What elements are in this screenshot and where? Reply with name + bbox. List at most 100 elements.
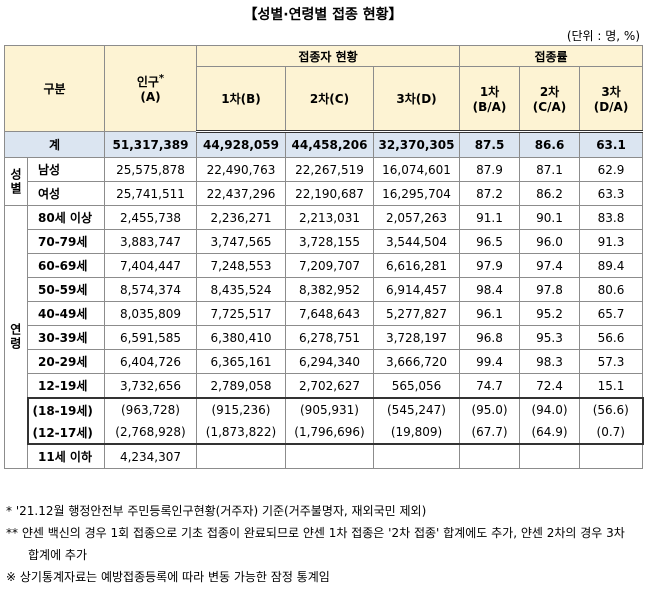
empty-cell xyxy=(459,443,521,469)
row-label: 여성 xyxy=(27,181,105,206)
header-row: 구분 인구* (A) 접종자 현황 접종률 xyxy=(4,45,644,132)
data-cell: 86.6 xyxy=(519,131,581,158)
data-cell: 62.9 xyxy=(579,157,644,182)
data-cell: 44,458,206 xyxy=(285,131,374,158)
header-text: (C/A) xyxy=(532,100,567,114)
data-cell: (56.6) xyxy=(579,397,644,421)
header-text: 3차 xyxy=(601,85,621,99)
data-cell: 56.6 xyxy=(579,325,644,350)
data-cell: (64.9) xyxy=(519,421,581,445)
data-cell: 8,574,374 xyxy=(104,277,197,302)
data-cell: 87.9 xyxy=(459,157,521,182)
header-text: (A) xyxy=(140,90,161,104)
data-cell: 2,057,263 xyxy=(372,205,461,230)
data-cell: 65.7 xyxy=(579,301,644,326)
data-cell: 89.4 xyxy=(579,253,644,278)
data-cell: 5,277,827 xyxy=(372,301,461,326)
data-cell: 15.1 xyxy=(579,373,644,399)
data-cell: 32,370,305 xyxy=(372,131,461,158)
data-cell: 6,278,751 xyxy=(285,325,374,350)
data-cell: 90.1 xyxy=(519,205,581,230)
data-cell: 96.5 xyxy=(459,229,521,254)
table-row: 30-39세 6,591,585 6,380,410 6,278,751 3,728,1… xyxy=(5,325,644,350)
data-cell: 7,209,707 xyxy=(285,253,374,278)
header-cell: 3차(D) xyxy=(372,66,461,133)
data-cell: 98.4 xyxy=(459,277,521,302)
data-cell: 95.2 xyxy=(519,301,581,326)
data-cell: 2,236,271 xyxy=(196,205,286,230)
data-cell: (2,768,928) xyxy=(104,421,197,445)
table-row: 성별 남성 25,575,878 22,490,763 22,267,519 16,074… xyxy=(4,157,644,206)
table-row: 계 51,317,389 44,928,059 44,458,206 32,370,30… xyxy=(4,131,644,158)
data-cell: 3,732,656 xyxy=(104,373,197,399)
data-cell: 72.4 xyxy=(519,373,581,399)
data-cell: 6,591,585 xyxy=(104,325,197,350)
data-cell: 63.1 xyxy=(579,131,644,158)
data-cell: 8,035,809 xyxy=(104,301,197,326)
header-text: 인구 xyxy=(136,75,159,89)
row-label: 계 xyxy=(4,131,105,158)
data-cell: 99.4 xyxy=(459,349,521,374)
header-text: (D/A) xyxy=(593,100,629,114)
data-cell: 87.5 xyxy=(459,131,521,158)
table-row: 50-59세 8,574,374 8,435,524 8,382,952 6,914,4… xyxy=(5,277,644,302)
data-cell: 6,616,281 xyxy=(372,253,461,278)
empty-cell xyxy=(519,443,581,469)
data-cell: 97.9 xyxy=(459,253,521,278)
data-cell: 22,190,687 xyxy=(285,181,374,206)
notes: * '21.12월 행정안전부 주민등록인구현황(거주자) 기준(거주불명자, … xyxy=(6,500,638,588)
group-label: 성별 xyxy=(4,157,28,206)
table-row: (12-17세) (2,768,928) (1,873,822) (1,796,696… xyxy=(5,421,644,445)
table-row: 연령 80세 이상 2,455,738 2,236,271 2,213,031 2,057… xyxy=(4,205,644,469)
data-cell: 25,741,511 xyxy=(104,181,197,206)
data-cell: 57.3 xyxy=(579,349,644,374)
data-cell: 6,365,161 xyxy=(196,349,286,374)
data-cell: 3,544,504 xyxy=(372,229,461,254)
data-cell: 86.2 xyxy=(519,181,581,206)
data-cell: 3,728,197 xyxy=(372,325,461,350)
stats-table: 구분 인구* (A) 접종자 현황 접종률 1차(B) 2차(C) 3차(D) 1차(… xyxy=(4,45,644,469)
row-label: 50-59세 xyxy=(27,277,105,302)
data-cell: (94.0) xyxy=(519,397,581,421)
header-row: 1차(B) 2차(C) 3차(D) 1차 (B/A) 2차 (C/A) 3차 (D/A) xyxy=(5,66,644,133)
data-cell: 6,914,457 xyxy=(372,277,461,302)
data-cell: 16,295,704 xyxy=(372,181,461,206)
row-label: 40-49세 xyxy=(27,301,105,326)
data-cell: 83.8 xyxy=(579,205,644,230)
note: * '21.12월 행정안전부 주민등록인구현황(거주자) 기준(거주불명자, … xyxy=(6,504,427,518)
data-cell: 6,294,340 xyxy=(285,349,374,374)
data-cell: 63.3 xyxy=(579,181,644,206)
table-row: 여성 25,741,511 22,437,296 22,190,687 16,295,7… xyxy=(5,181,644,206)
data-cell: (0.7) xyxy=(579,421,644,445)
data-cell: 6,380,410 xyxy=(196,325,286,350)
data-cell: 2,213,031 xyxy=(285,205,374,230)
table-row: 40-49세 8,035,809 7,725,517 7,648,643 5,277,8… xyxy=(5,301,644,326)
table-row: 12-19세 3,732,656 2,789,058 2,702,627 565,056… xyxy=(5,373,644,399)
header-cell: 접종률 xyxy=(459,45,644,67)
row-label: 70-79세 xyxy=(27,229,105,254)
data-cell: 7,725,517 xyxy=(196,301,286,326)
data-cell: 22,490,763 xyxy=(196,157,286,182)
data-cell: 96.0 xyxy=(519,229,581,254)
row-label: 80세 이상 xyxy=(27,205,105,230)
note: ※ 상기통계자료는 예방접종등록에 따라 변동 가능한 잠정 통계임 xyxy=(6,570,330,584)
header-text: 1차 xyxy=(479,85,500,99)
data-cell: 87.2 xyxy=(459,181,521,206)
data-cell: (95.0) xyxy=(459,397,521,421)
row-label: 12-19세 xyxy=(27,373,105,399)
data-cell: 6,404,726 xyxy=(104,349,197,374)
data-cell: 7,648,643 xyxy=(285,301,374,326)
table-row: 70-79세 3,883,747 3,747,565 3,728,155 3,544,5… xyxy=(5,229,644,254)
footnote-mark: * xyxy=(158,73,165,84)
unit: (단위 : 명, %) xyxy=(566,29,640,43)
header-cell: 3차 (D/A) xyxy=(579,66,644,133)
data-cell: 91.3 xyxy=(579,229,644,254)
row-label: 20-29세 xyxy=(27,349,105,374)
data-cell: 22,437,296 xyxy=(196,181,286,206)
data-cell: 3,747,565 xyxy=(196,229,286,254)
data-cell: 80.6 xyxy=(579,277,644,302)
header-text: (B/A) xyxy=(472,100,507,114)
data-cell: 7,404,447 xyxy=(104,253,197,278)
data-cell: 3,666,720 xyxy=(372,349,461,374)
data-cell: 565,056 xyxy=(372,373,461,399)
